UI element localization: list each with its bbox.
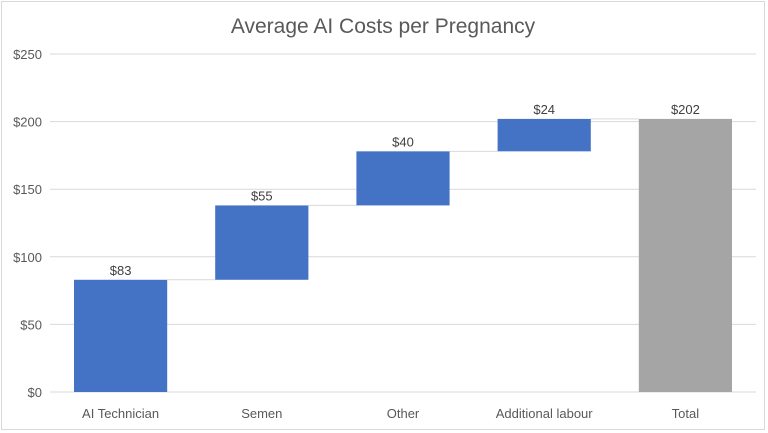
y-tick-label: $50	[20, 317, 42, 332]
x-category-label: Semen	[241, 406, 282, 421]
increase-bar	[356, 151, 450, 206]
gridlines	[50, 53, 756, 393]
y-tick-label: $150	[13, 182, 42, 197]
chart-title: Average AI Costs per Pregnancy	[231, 15, 536, 38]
increase-bar	[74, 279, 168, 392]
increase-bar	[215, 205, 309, 280]
x-category-label: AI Technician	[82, 406, 159, 421]
data-label: $55	[251, 188, 273, 203]
x-category-label: Additional labour	[496, 406, 594, 421]
y-tick-label: $0	[28, 385, 42, 400]
y-tick-label: $100	[13, 250, 42, 265]
x-category-label: Total	[672, 406, 700, 421]
y-axis-tick-labels: $0 $50 $100 $150 $200 $250	[13, 47, 42, 400]
data-labels: $83 $55 $40 $24 $202	[110, 102, 700, 278]
y-tick-label: $200	[13, 115, 42, 130]
data-label: $40	[392, 134, 414, 149]
total-bar	[638, 118, 732, 392]
data-label: $83	[110, 263, 132, 278]
y-tick-label: $250	[13, 47, 42, 62]
increase-bar	[497, 118, 591, 152]
connector-lines	[167, 118, 639, 281]
x-category-label: Other	[387, 406, 420, 421]
data-label: $202	[671, 102, 700, 117]
bars	[74, 118, 732, 392]
x-axis-category-labels: AI Technician Semen Other Additional labour…	[82, 406, 699, 421]
data-label: $24	[533, 102, 555, 117]
